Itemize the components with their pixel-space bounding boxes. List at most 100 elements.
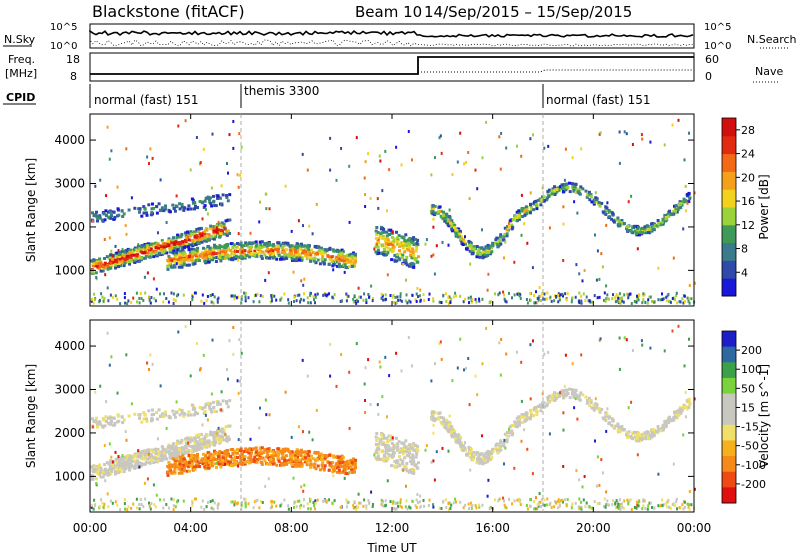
- echo-cell: [138, 413, 142, 417]
- echo-cell: [297, 258, 301, 262]
- echo-cell: [416, 466, 420, 470]
- echo-cell: [398, 450, 402, 454]
- echo-cell: [651, 300, 653, 303]
- echo-cell: [582, 292, 585, 296]
- velocity-scatter-layer: [90, 324, 696, 512]
- echo-cell: [138, 259, 141, 263]
- echo-cell: [170, 447, 174, 451]
- echo-cell: [576, 417, 579, 421]
- echo-cell: [687, 299, 690, 303]
- echo-cell: [513, 260, 516, 264]
- echo-cell: [210, 300, 213, 304]
- echo-cell: [217, 220, 220, 224]
- echo-cell: [142, 205, 146, 209]
- echo-cell: [243, 460, 247, 464]
- echo-cell: [94, 261, 98, 265]
- echo-cell: [103, 424, 107, 428]
- echo-cell: [332, 469, 336, 473]
- echo-cell: [177, 265, 181, 269]
- echo-cell: [562, 259, 565, 262]
- echo-cell: [401, 246, 405, 250]
- echo-cell: [455, 434, 459, 438]
- echo-cell: [664, 423, 668, 427]
- echo-cell: [130, 257, 134, 261]
- echo-cell: [225, 196, 229, 199]
- echo-cell: [305, 253, 309, 257]
- echo-cell: [288, 248, 292, 252]
- echo-cell: [220, 390, 223, 394]
- echo-cell: [103, 468, 107, 472]
- echo-cell: [212, 237, 216, 241]
- echo-cell: [128, 461, 132, 465]
- echo-cell: [128, 258, 132, 262]
- echo-cell: [445, 215, 449, 219]
- echo-cell: [223, 450, 227, 453]
- echo-cell: [115, 253, 119, 257]
- echo-cell: [281, 461, 285, 465]
- echo-cell: [619, 301, 622, 305]
- freq-strip: Freq. [MHz] 18 8 60 0 Nave: [5, 52, 783, 83]
- echo-cell: [414, 237, 418, 241]
- echo-cell: [226, 453, 229, 457]
- echo-cell: [391, 248, 395, 252]
- echo-cell: [354, 252, 357, 256]
- echo-cell: [214, 458, 218, 462]
- echo-cell: [481, 456, 485, 460]
- echo-cell: [276, 251, 280, 255]
- echo-cell: [612, 293, 614, 297]
- echo-cell: [111, 467, 115, 470]
- echo-cell: [497, 293, 500, 297]
- echo-cell: [234, 462, 238, 466]
- echo-cell: [167, 237, 171, 241]
- echo-cell: [182, 263, 186, 267]
- echo-cell: [541, 292, 544, 296]
- echo-cell: [680, 203, 684, 207]
- echo-cell: [451, 222, 455, 226]
- echo-cell: [308, 224, 311, 228]
- echo-cell: [146, 155, 149, 159]
- echo-cell: [182, 457, 186, 461]
- echo-cell: [309, 293, 312, 297]
- echo-cell: [622, 222, 626, 225]
- echo-cell: [109, 465, 112, 468]
- freq-lo-tick: 8: [70, 70, 77, 83]
- echo-cell: [520, 439, 523, 443]
- echo-cell: [151, 202, 154, 206]
- echo-cell: [109, 422, 113, 426]
- echo-cell: [580, 353, 583, 357]
- echo-cell: [475, 245, 479, 248]
- echo-cell: [160, 239, 164, 243]
- echo-cell: [309, 465, 313, 469]
- echo-cell: [124, 224, 127, 228]
- echo-cell: [505, 234, 509, 238]
- echo-cell: [206, 254, 210, 258]
- echo-cell: [152, 412, 155, 416]
- echo-cell: [382, 236, 386, 240]
- echo-cell: [377, 442, 381, 446]
- echo-cell: [440, 357, 443, 361]
- echo-cell: [151, 455, 155, 459]
- echo-cell: [264, 484, 267, 488]
- echo-cell: [268, 462, 272, 466]
- echo-cell: [182, 246, 186, 250]
- echo-cell: [157, 202, 161, 206]
- echo-cell: [598, 410, 602, 414]
- echo-cell: [553, 399, 557, 402]
- echo-cell: [266, 241, 270, 245]
- echo-cell: [592, 408, 596, 412]
- echo-cell: [292, 476, 295, 480]
- echo-cell: [392, 447, 396, 451]
- echo-cell: [184, 325, 187, 329]
- echo-cell: [95, 210, 98, 214]
- echo-cell: [218, 440, 222, 444]
- echo-cell: [376, 437, 380, 440]
- echo-cell: [103, 463, 107, 466]
- echo-cell: [133, 412, 137, 416]
- echo-cell: [208, 452, 212, 456]
- echo-cell: [258, 220, 261, 224]
- echo-cell: [138, 256, 142, 260]
- echo-cell: [300, 256, 304, 260]
- echo-cell: [505, 440, 509, 444]
- echo-cell: [321, 461, 325, 465]
- echo-cell: [314, 450, 317, 454]
